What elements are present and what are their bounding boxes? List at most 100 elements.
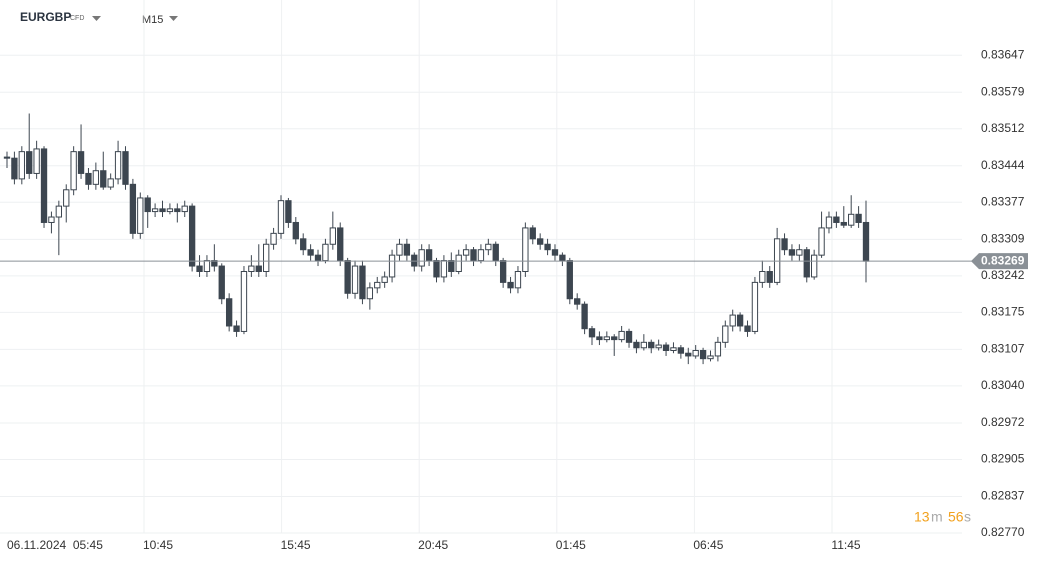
candle-body	[144, 197, 151, 213]
candle-body	[359, 265, 366, 300]
candle-body	[277, 200, 285, 234]
candle-body	[448, 260, 455, 272]
candle-body	[670, 347, 677, 351]
candle-body	[699, 349, 707, 360]
y-tick-label: 0.82770	[981, 525, 1025, 539]
y-tick-label: 0.83377	[981, 194, 1025, 208]
candle-body	[388, 254, 396, 278]
candle-body	[255, 265, 262, 273]
candle-body	[714, 341, 722, 357]
candle-body	[581, 303, 588, 330]
candle-body	[314, 254, 322, 262]
candle-body	[337, 227, 344, 262]
candle-body	[485, 243, 492, 251]
candle-body	[77, 151, 85, 174]
candle-body	[396, 243, 403, 256]
x-tick-label: 11:45	[831, 538, 860, 552]
candle-body	[766, 271, 773, 283]
candle-body	[159, 208, 166, 213]
dropdown-arrow[interactable]	[169, 16, 178, 21]
candle-body	[174, 208, 181, 213]
candles	[3, 113, 870, 365]
candle-body	[307, 249, 314, 256]
x-tick-label: 06.11.2024 05:45	[7, 538, 103, 552]
candle-body	[418, 249, 425, 267]
candle-body	[55, 205, 63, 218]
current-price-tag	[971, 253, 1028, 270]
candle-body	[618, 330, 625, 341]
candle-body	[218, 265, 225, 300]
candle-body	[588, 328, 596, 338]
x-tick-label: 10:45	[143, 538, 173, 552]
candle-body	[85, 172, 92, 185]
candle-body	[611, 336, 618, 341]
candle-body	[18, 151, 25, 180]
candle-body	[122, 151, 129, 185]
candle-body	[48, 216, 55, 223]
y-tick-label: 0.83107	[981, 342, 1025, 356]
candle-body	[559, 254, 566, 262]
candle-body	[662, 344, 670, 351]
candle-body	[574, 298, 581, 305]
candle-body	[248, 265, 255, 273]
candle-body	[759, 271, 766, 283]
candle-body	[514, 271, 522, 289]
candle-body	[492, 243, 499, 262]
candle-body	[499, 260, 507, 283]
candle-body	[114, 151, 122, 180]
candle-body	[529, 227, 536, 240]
candle-body	[92, 170, 100, 185]
symbol[interactable]: EURGBP	[20, 10, 71, 24]
candle-body	[477, 249, 485, 262]
candle-body	[773, 238, 781, 283]
candle-body	[292, 221, 299, 240]
y-tick-label: 0.83309	[981, 232, 1025, 246]
y-tick-label: 0.83242	[981, 268, 1025, 282]
candle-body	[11, 157, 18, 180]
candle-body	[751, 281, 759, 332]
candle-body	[425, 249, 433, 262]
y-tick-label: 0.83512	[981, 121, 1025, 135]
candle-body	[196, 265, 203, 273]
candle-body	[744, 325, 751, 332]
y-tick-label: 0.82905	[981, 452, 1025, 466]
candle-body	[677, 347, 685, 354]
candle-body	[855, 213, 862, 223]
candle-body	[366, 287, 374, 300]
candle-body	[633, 341, 640, 349]
candle-body	[233, 325, 240, 332]
candle-body	[848, 213, 855, 226]
y-tick-label: 0.82972	[981, 415, 1025, 429]
countdown-unit: s	[964, 509, 971, 525]
y-tick-label: 0.83040	[981, 378, 1025, 392]
candle-body	[211, 260, 218, 267]
candle-body	[270, 232, 277, 245]
candle-body	[263, 243, 270, 273]
candle-body	[544, 243, 551, 251]
x-tick-label: 01:45	[556, 538, 586, 552]
candle-body	[137, 197, 144, 234]
candle-body	[285, 200, 292, 223]
candle-body	[70, 151, 77, 191]
candle-body	[788, 249, 796, 256]
x-tick-label: 15:45	[281, 538, 311, 552]
candle-body	[825, 216, 833, 229]
candle-body	[655, 344, 662, 349]
candle-body	[381, 276, 388, 283]
candle-body	[3, 156, 11, 159]
candle-body	[818, 227, 825, 256]
candle-body	[648, 341, 655, 349]
candle-body	[100, 170, 107, 188]
candle-body	[63, 189, 70, 207]
x-tick-label: 20:45	[418, 538, 448, 552]
y-tick-label: 0.83444	[981, 158, 1025, 172]
candle-body	[640, 341, 648, 349]
candle-body	[33, 148, 40, 174]
timeframe[interactable]: M15	[142, 14, 163, 26]
candle-body	[351, 265, 359, 294]
candle-body	[40, 148, 48, 223]
candle-body	[225, 298, 233, 327]
candle-body	[433, 260, 440, 278]
dropdown-arrow[interactable]	[92, 16, 101, 21]
